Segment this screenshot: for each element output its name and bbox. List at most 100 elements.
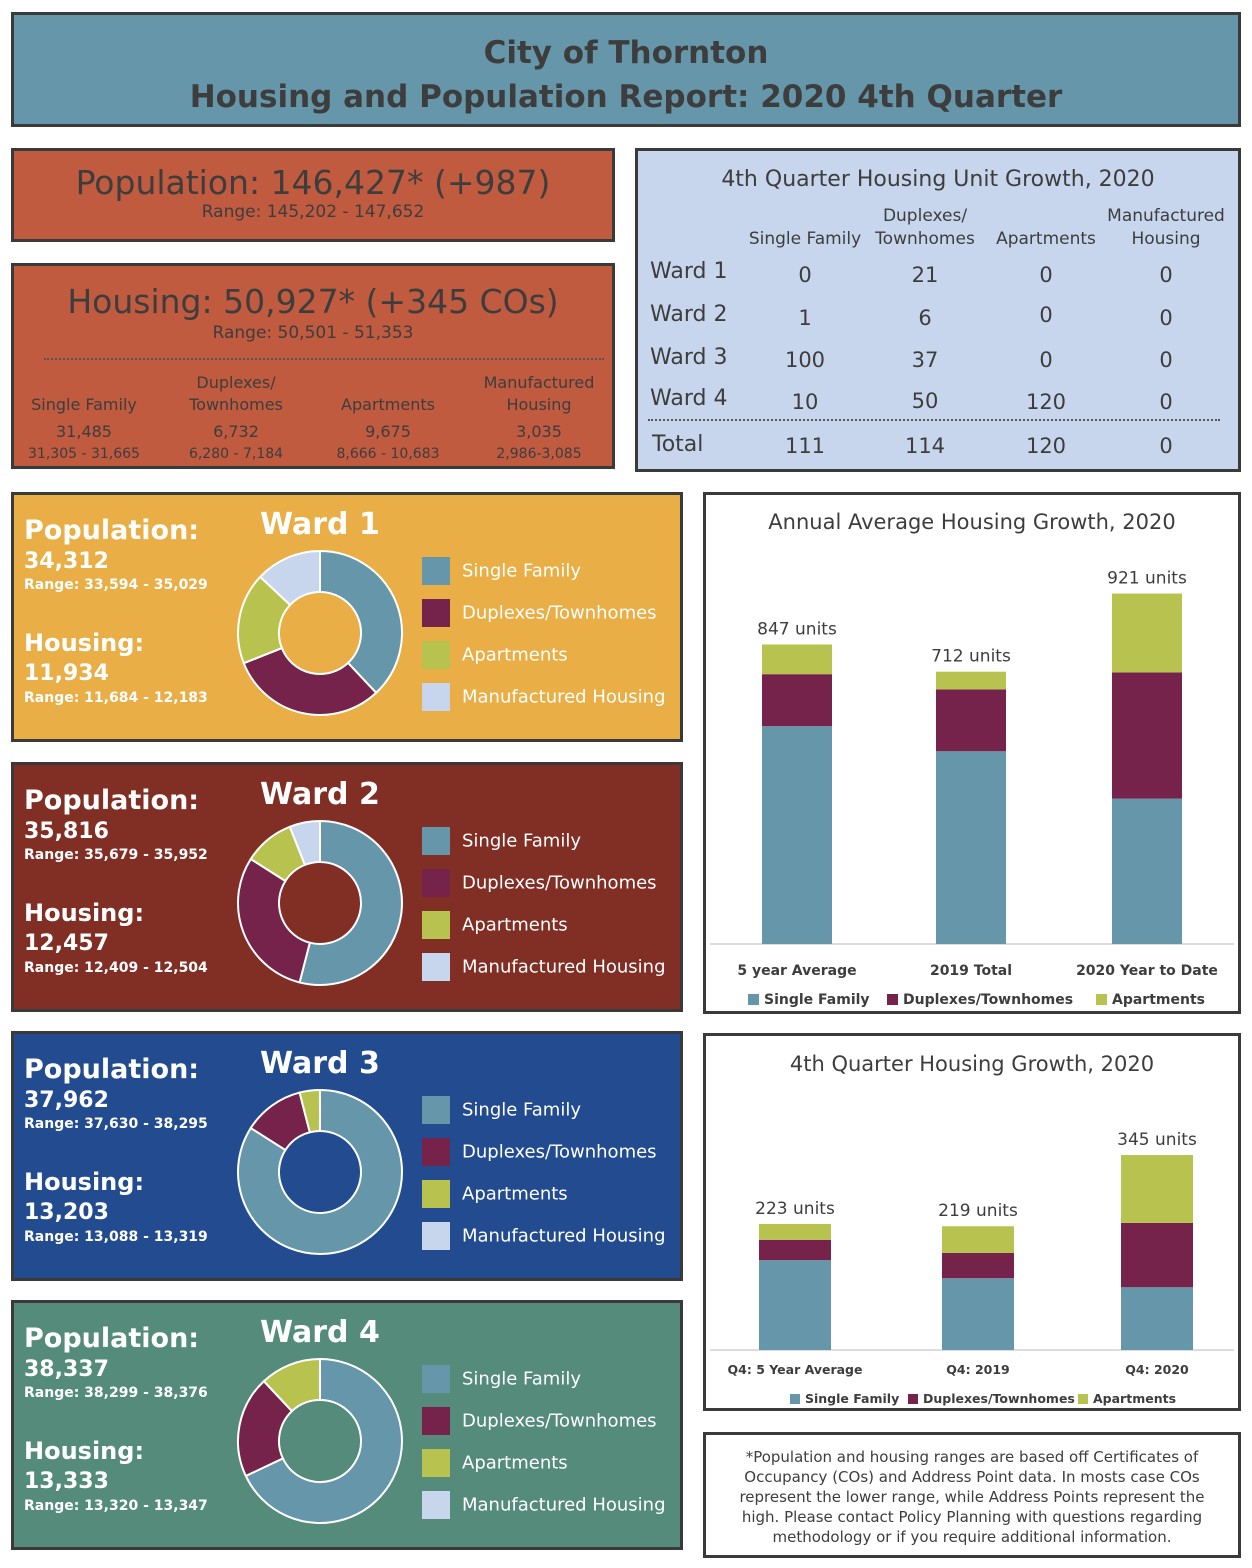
legend-label: Manufactured Housing <box>462 1494 666 1516</box>
bar-segment-single-family <box>1112 798 1182 944</box>
category-label: Q4: 5 Year Average <box>728 1362 863 1377</box>
legend-label: Duplexes/Townhomes <box>903 992 1073 1008</box>
bar-segment-single-family <box>1121 1287 1193 1350</box>
bar-segment-single-family <box>942 1278 1014 1350</box>
population-range: Range: 145,202 - 147,652 <box>201 202 425 222</box>
table-cell: 0 <box>1159 263 1173 287</box>
ward-population-value: 38,337 <box>24 1357 109 1382</box>
table-header: Duplexes/ Townhomes <box>875 206 975 249</box>
ward-title: Ward 4 <box>260 1315 380 1350</box>
table-cell: 10 <box>791 390 819 414</box>
legend-item: Apartments <box>422 911 568 939</box>
bar-segment-apartments <box>1121 1155 1193 1223</box>
report-subtitle: Housing and Population Report: 2020 4th … <box>189 79 1063 115</box>
category-label: Q4: 2019 <box>946 1362 1009 1377</box>
divider <box>44 358 604 360</box>
annual-growth-chart: Annual Average Housing Growth, 2020 847 u… <box>703 492 1241 1014</box>
legend-swatch <box>1078 1394 1088 1404</box>
table-cell: 0 <box>1159 434 1173 458</box>
table-cell: 1 <box>798 306 812 330</box>
chart-title: Annual Average Housing Growth, 2020 <box>768 510 1175 534</box>
divider <box>648 419 1220 421</box>
table-row-label: Ward 1 <box>650 259 728 284</box>
legend-label: Manufactured Housing <box>462 956 666 978</box>
ward-housing-label: Housing: <box>24 629 145 657</box>
donut-slice-manufactured-housing <box>288 819 321 867</box>
legend-item: Single Family <box>422 1096 581 1124</box>
legend-item: Apartments <box>422 641 568 669</box>
ward-housing-label: Housing: <box>24 1168 145 1196</box>
table-cell: 0 <box>1039 303 1053 327</box>
ward-1-panel: Population: 34,312 Range: 33,594 - 35,029 H… <box>11 492 683 742</box>
ward-housing-value: 11,934 <box>24 661 109 686</box>
donut-slice-duplexes-townhomes <box>237 857 312 984</box>
quarter-growth-table: 4th Quarter Housing Unit Growth, 2020 Si… <box>635 148 1241 472</box>
table-row-label: Ward 2 <box>650 302 728 327</box>
legend-item: Duplexes/Townhomes <box>422 1138 657 1166</box>
legend-swatch <box>422 641 450 669</box>
ward-population-label: Population: <box>24 1323 200 1354</box>
donut-slice-single-family <box>298 819 403 986</box>
legend-swatch <box>422 1180 450 1208</box>
population-summary: Population: 146,427* (+987) Range: 145,2… <box>11 148 615 242</box>
legend-swatch <box>422 869 450 897</box>
legend-label: Manufactured Housing <box>462 1225 666 1247</box>
housing-type-apartments: Apartments 9,675 8,666 - 10,683 <box>336 395 440 462</box>
legend-label: Single Family <box>805 1391 899 1406</box>
bar-segment-duplexes-townhomes <box>762 674 832 727</box>
legend-item: Apartments <box>422 1449 568 1477</box>
legend-label: Manufactured Housing <box>462 686 666 708</box>
category-label: Q4: 2020 <box>1125 1362 1189 1377</box>
table-cell: 100 <box>784 348 826 372</box>
bar-segment-duplexes-townhomes <box>1112 672 1182 799</box>
bar-total-label: 219 units <box>938 1201 1018 1221</box>
bar-total-label: 712 units <box>931 647 1011 667</box>
ward-4-panel: Population: 38,337 Range: 38,299 - 38,376 H… <box>11 1300 683 1550</box>
ward-title: Ward 1 <box>260 507 380 542</box>
housing-type-single-family: Single Family 31,485 31,305 - 31,665 <box>28 395 140 462</box>
donut-slice-apartments <box>298 1088 321 1134</box>
bar-total-label: 223 units <box>755 1199 835 1219</box>
legend-swatch <box>887 994 898 1005</box>
table-row-label: Ward 3 <box>650 345 728 370</box>
ward-population-value: 35,816 <box>24 819 109 844</box>
ward-title: Ward 3 <box>260 1046 380 1081</box>
category-label: 2020 Year to Date <box>1076 963 1218 979</box>
legend-item: Manufactured Housing <box>422 953 666 981</box>
table-cell: 114 <box>904 434 946 458</box>
ward-population-label: Population: <box>24 1054 200 1085</box>
donut-slice-single-family <box>319 549 403 695</box>
ward-donut-chart <box>237 1088 403 1255</box>
legend-label: Duplexes/Townhomes <box>462 1410 657 1432</box>
table-cell: 0 <box>1039 348 1053 372</box>
table-header: Manufactured Housing <box>1107 206 1225 249</box>
legend-swatch <box>908 1394 918 1404</box>
ward-population-range: Range: 37,630 - 38,295 <box>24 1116 208 1132</box>
population-total: Population: 146,427* (+987) <box>75 163 551 202</box>
legend-label: Apartments <box>462 1183 568 1205</box>
legend-swatch <box>422 1138 450 1166</box>
bar-segment-duplexes-townhomes <box>1121 1222 1193 1288</box>
legend-item: Duplexes/Townhomes <box>422 599 657 627</box>
legend-item: Manufactured Housing <box>422 683 666 711</box>
legend-swatch <box>422 827 450 855</box>
legend-label: Apartments <box>462 1452 568 1474</box>
housing-summary: Housing: 50,927* (+345 COs) Range: 50,50… <box>11 263 615 469</box>
bar-segment-single-family <box>762 726 832 944</box>
ward-donut-chart <box>237 1357 403 1524</box>
chart-title: 4th Quarter Housing Growth, 2020 <box>790 1052 1154 1076</box>
legend-swatch <box>422 1449 450 1477</box>
table-cell: 21 <box>911 263 939 287</box>
legend-swatch <box>422 1365 450 1393</box>
category-label: 5 year Average <box>737 963 856 979</box>
ward-housing-label: Housing: <box>24 899 145 927</box>
ward-housing-range: Range: 12,409 - 12,504 <box>24 960 208 976</box>
quarter-growth-chart: 4th Quarter Housing Growth, 2020 223 unit… <box>703 1033 1241 1411</box>
table-title: 4th Quarter Housing Unit Growth, 2020 <box>721 167 1155 192</box>
legend-label: Duplexes/Townhomes <box>923 1391 1075 1406</box>
ward-population-range: Range: 33,594 - 35,029 <box>24 577 208 593</box>
legend-swatch <box>422 1491 450 1519</box>
legend-label: Apartments <box>1093 1391 1176 1406</box>
legend-label: Apartments <box>1112 992 1205 1008</box>
donut-slice-apartments <box>262 1357 321 1413</box>
